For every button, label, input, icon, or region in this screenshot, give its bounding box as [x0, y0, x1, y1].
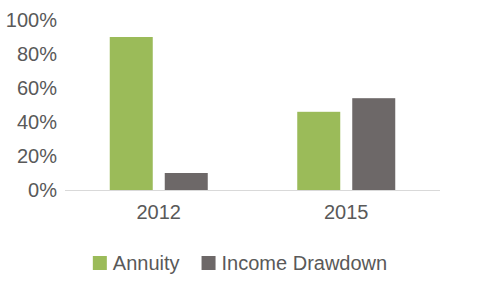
bar	[165, 173, 208, 190]
legend-label: Income Drawdown	[222, 252, 388, 274]
chart: 0% 20% 40% 60% 80% 100% 2012 2015 Annuity Income …	[0, 0, 480, 289]
bar	[352, 98, 395, 190]
x-tick-label: 2015	[324, 201, 369, 223]
x-tick-label: 2012	[137, 201, 182, 223]
y-tick-label: 60%	[17, 77, 57, 99]
y-tick-label: 0%	[28, 179, 57, 201]
legend-label: Annuity	[113, 252, 180, 274]
legend-swatch	[93, 256, 107, 270]
y-tick-label: 20%	[17, 145, 57, 167]
bar	[297, 112, 340, 190]
y-tick-label: 40%	[17, 111, 57, 133]
y-tick-label: 100%	[6, 9, 57, 31]
bars	[110, 37, 396, 190]
legend-swatch	[202, 256, 216, 270]
legend: Annuity Income Drawdown	[93, 252, 387, 274]
x-axis	[65, 190, 440, 191]
y-tick-label: 80%	[17, 43, 57, 65]
bar	[110, 37, 153, 190]
